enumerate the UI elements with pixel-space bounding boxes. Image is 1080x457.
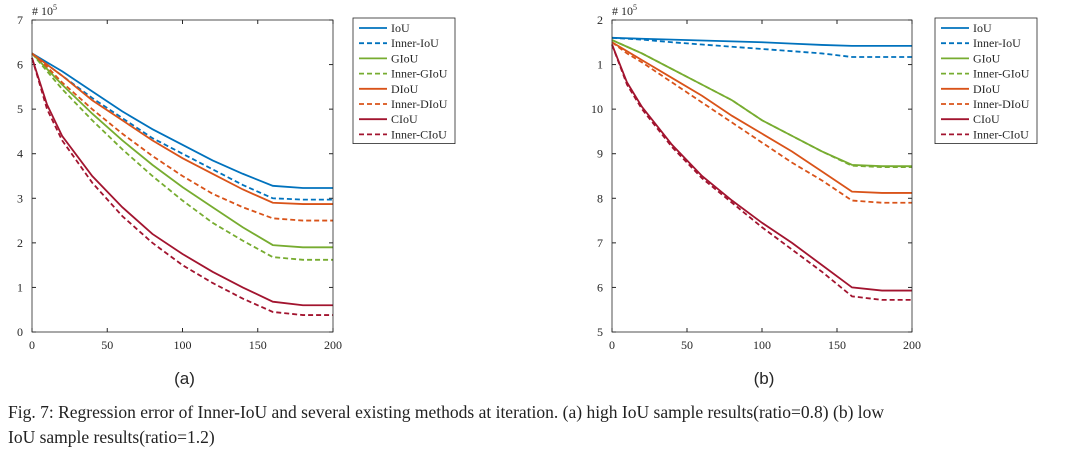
x-tick-label: 150: [828, 338, 846, 352]
series-line: [611, 39, 912, 168]
series-line: [31, 52, 333, 189]
x-tick-label: 0: [29, 338, 35, 352]
legend-box: [934, 17, 1038, 144]
multiplier-exponent: 5: [53, 3, 57, 12]
legend-label: CIoU: [973, 112, 1000, 126]
y-tick-label: 1: [17, 280, 23, 294]
y-tick-label: 1: [597, 58, 603, 72]
plot-frame: [31, 19, 334, 333]
series-line: [31, 52, 333, 222]
series-line: [611, 36, 912, 58]
legend-label: Inner-IoU: [391, 36, 439, 50]
legend-label: GIoU: [973, 51, 1001, 65]
y-tick-label: 3: [17, 191, 23, 205]
x-tick-label: 50: [681, 338, 693, 352]
series-line: [611, 44, 912, 292]
series-line: [611, 44, 912, 301]
legend-label: DIoU: [973, 82, 1001, 96]
multiplier-base: # 10: [612, 4, 633, 18]
x-tick-label: 0: [609, 338, 615, 352]
legend-label: GIoU: [391, 51, 419, 65]
axis-multiplier: # 105: [32, 3, 57, 18]
caption-line: IoU sample results(ratio=1.2): [8, 427, 215, 447]
y-tick-label: 8: [597, 191, 603, 205]
y-tick-label: 2: [597, 13, 603, 27]
series-line: [611, 36, 912, 47]
legend-label: CIoU: [391, 112, 418, 126]
panel-label: (b): [754, 369, 775, 388]
y-tick-label: 7: [17, 13, 23, 27]
series-line: [611, 39, 912, 168]
series-line: [611, 41, 912, 194]
multiplier-exponent: 5: [633, 3, 637, 12]
legend-label: DIoU: [391, 82, 419, 96]
y-tick-label: 5: [17, 102, 23, 116]
y-tick-label: 5: [597, 325, 603, 339]
y-tick-label: 4: [17, 147, 23, 161]
x-tick-label: 200: [324, 338, 342, 352]
plot-frame: [611, 19, 913, 333]
legend-label: Inner-CIoU: [973, 127, 1029, 141]
y-tick-label: 6: [17, 58, 23, 72]
y-tick-label: 2: [17, 236, 23, 250]
legend-label: IoU: [391, 21, 410, 35]
x-tick-label: 50: [101, 338, 113, 352]
caption-line: Fig. 7: Regression error of Inner-IoU an…: [8, 402, 884, 422]
legend-label: Inner-IoU: [973, 36, 1021, 50]
legend-label: Inner-DIoU: [973, 97, 1030, 111]
panel-label: (a): [174, 369, 195, 388]
series-line: [31, 52, 333, 261]
legend-label: Inner-GIoU: [391, 67, 448, 81]
y-tick-label: 6: [597, 280, 603, 294]
series-line: [31, 57, 333, 307]
series-line: [31, 57, 333, 316]
y-tick-label: 0: [17, 325, 23, 339]
legend-box: [352, 17, 456, 144]
y-tick-label: 7: [597, 236, 603, 250]
series-line: [611, 41, 912, 204]
legend-label: IoU: [973, 21, 992, 35]
x-tick-label: 200: [903, 338, 921, 352]
x-tick-label: 150: [249, 338, 267, 352]
multiplier-base: # 10: [32, 4, 53, 18]
x-tick-label: 100: [174, 338, 192, 352]
series-line: [31, 52, 333, 205]
series-line: [31, 52, 333, 249]
legend-label: Inner-CIoU: [391, 127, 447, 141]
axis-multiplier: # 105: [612, 3, 637, 18]
legend-label: Inner-GIoU: [973, 67, 1030, 81]
y-tick-label: 10: [591, 102, 603, 116]
y-tick-label: 9: [597, 147, 603, 161]
legend-label: Inner-DIoU: [391, 97, 448, 111]
x-tick-label: 100: [753, 338, 771, 352]
series-line: [31, 52, 333, 201]
